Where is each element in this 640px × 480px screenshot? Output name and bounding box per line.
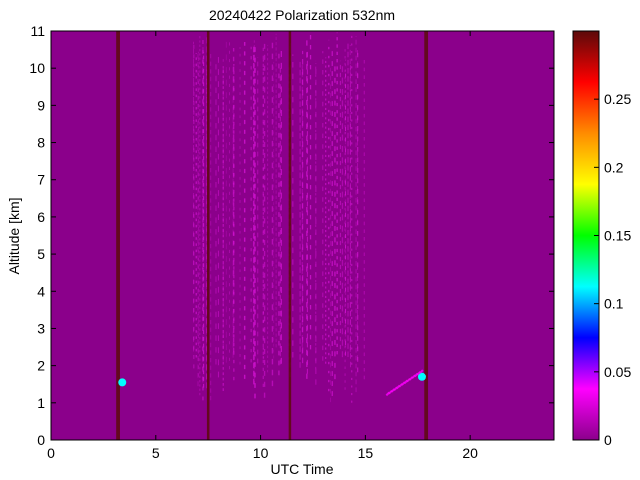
colorbar-tick-label: 0.1 bbox=[604, 296, 624, 312]
x-axis: 0 5 10 15 20 bbox=[47, 31, 478, 461]
spot-5 bbox=[118, 378, 127, 387]
plot-frame bbox=[50, 30, 555, 441]
vertical-streak-2 bbox=[288, 31, 292, 440]
y-axis: 0 1 2 3 4 5 6 7 8 9 10 11 bbox=[29, 23, 554, 448]
spot-layer bbox=[118, 369, 426, 397]
chart-title: 20240422 Polarization 532nm bbox=[209, 7, 395, 23]
colorbar-tick-label: 0.15 bbox=[604, 228, 631, 244]
y-tick-label: 7 bbox=[37, 172, 45, 188]
vertical-streak-3 bbox=[424, 31, 429, 440]
x-tick-label: 10 bbox=[253, 445, 269, 461]
colorbar: 0 0.05 0.1 0.15 0.2 0.25 bbox=[572, 30, 631, 448]
x-axis-title: UTC Time bbox=[271, 461, 334, 477]
vertical-streak-0 bbox=[116, 31, 120, 440]
colorbar-tick-label: 0.25 bbox=[604, 91, 631, 107]
colorbar-tick-label: 0.2 bbox=[604, 159, 624, 175]
x-tick-label: 0 bbox=[47, 445, 55, 461]
y-tick-label: 5 bbox=[37, 246, 45, 262]
y-tick-label: 0 bbox=[37, 432, 45, 448]
y-tick-label: 8 bbox=[37, 135, 45, 151]
x-tick-label: 5 bbox=[152, 445, 160, 461]
spot-6 bbox=[417, 372, 426, 381]
x-tick-label: 15 bbox=[358, 445, 374, 461]
x-tick-label: 20 bbox=[462, 445, 478, 461]
colorbar-tick-label: 0.05 bbox=[604, 364, 631, 380]
colorbar-tick-label: 0 bbox=[604, 432, 612, 448]
y-tick-label: 2 bbox=[37, 358, 45, 374]
y-axis-title: Altitude [km] bbox=[6, 197, 22, 274]
plot-area bbox=[50, 30, 555, 441]
noise-band bbox=[193, 31, 365, 403]
y-tick-label: 6 bbox=[37, 209, 45, 225]
y-tick-label: 4 bbox=[37, 283, 45, 299]
slanted-layer-seg bbox=[419, 369, 424, 374]
y-tick-label: 11 bbox=[30, 23, 45, 39]
colorbar-ticks: 0 0.05 0.1 0.15 0.2 0.25 bbox=[594, 91, 631, 448]
streak-layer bbox=[116, 31, 429, 440]
vertical-streak-1 bbox=[206, 31, 210, 440]
y-tick-label: 1 bbox=[37, 395, 45, 411]
y-tick-label: 3 bbox=[37, 320, 45, 336]
y-tick-label: 9 bbox=[37, 97, 45, 113]
y-tick-label: 10 bbox=[29, 60, 45, 76]
